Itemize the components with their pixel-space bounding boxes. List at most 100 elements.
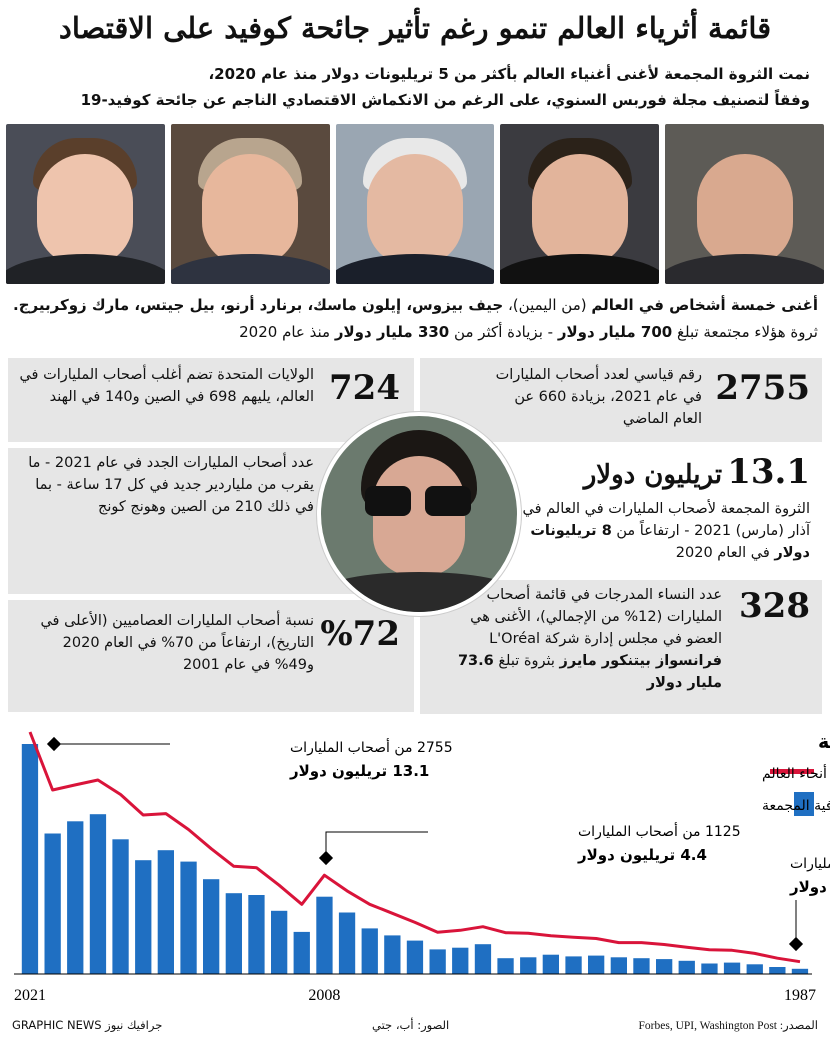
bar-2014 xyxy=(180,861,197,974)
annotation-1987-line1: 140 من أصحاب المليارات xyxy=(790,854,830,872)
bar-2002 xyxy=(452,947,469,974)
subtitle-line-2: وفقاً لتصنيف مجلة فوربس السنوي، على الرغ… xyxy=(80,91,810,109)
chart-ticks: 2021 2008 1987 xyxy=(14,987,816,1004)
billionaire-count-line xyxy=(28,731,801,964)
x-tick-1987: 1987 xyxy=(784,987,816,1004)
wealth-text-1: ثروة هؤلاء مجتمعة تبلغ xyxy=(677,323,818,341)
bar-2008 xyxy=(316,896,333,974)
combined-wealth: ثروة هؤلاء مجتمعة تبلغ 700 مليار دولار -… xyxy=(12,320,818,344)
bar-2011 xyxy=(248,895,265,974)
wealth-value-1: 700 مليار دولار xyxy=(557,323,673,341)
bar-2016 xyxy=(135,860,152,974)
panel-2755: 2755 رقم قياسي لعدد أصحاب المليارات في ع… xyxy=(420,358,822,442)
annotation-2008-line2: 4.4 تريليون دولار xyxy=(577,846,707,864)
bar-1995 xyxy=(610,957,627,974)
legend-line-swatch xyxy=(770,769,814,774)
panel-13-1-unit: تريليون دولار xyxy=(583,460,723,490)
bar-2007 xyxy=(338,912,356,974)
bar-2006 xyxy=(361,928,378,974)
chart-bars xyxy=(21,744,809,974)
panel-328: 328 عدد النساء المدرجات في قائمة أصحاب ا… xyxy=(420,580,822,714)
bar-1997 xyxy=(565,956,582,974)
portrait-zuckerberg xyxy=(6,124,165,284)
legend-line-label: عدد أصحاب المليارات في جميع أنحاء العالم xyxy=(762,764,830,782)
panel-724-text: الولايات المتحدة تضم أغلب أصحاب المليارا… xyxy=(19,367,314,405)
bar-1998 xyxy=(542,954,559,974)
bar-2017 xyxy=(112,839,129,974)
page-title: قائمة أثرياء العالم تنمو رغم تأثير جائحة… xyxy=(58,11,772,45)
bar-2004 xyxy=(406,940,424,974)
bar-2013 xyxy=(203,879,220,974)
annotation-1987: 140 من أصحاب المليارات 295 مليار دولار xyxy=(788,854,830,952)
source-label: المصدر: xyxy=(779,1020,818,1032)
bar-1987 xyxy=(791,968,809,974)
bar-2019 xyxy=(67,821,84,974)
panel-13-1-end: في العام 2020 xyxy=(675,545,770,561)
wealth-text-2: - بزيادة أكثر من xyxy=(454,323,554,341)
wealth-value-2: 330 مليار دولار xyxy=(334,323,450,341)
names-note: (من اليمين)، xyxy=(507,296,587,314)
bar-1993 xyxy=(656,959,673,974)
bar-2001 xyxy=(474,944,492,974)
panel-328-mid: بثروة تبلغ xyxy=(498,653,555,669)
brand-ar: جرافيك نيوز xyxy=(105,1018,163,1032)
bar-2005 xyxy=(384,935,401,974)
subtitle-line-1: نمت الثروة المجمعة لأغنى أغنياء العالم ب… xyxy=(208,65,810,83)
chart-line-group xyxy=(28,731,801,964)
bar-2012 xyxy=(225,893,242,974)
panel-13-1-text: الثروة المجمعة لأصحاب المليارات في العال… xyxy=(522,501,811,539)
portrait-bezos xyxy=(665,124,824,284)
bar-1992 xyxy=(678,960,695,974)
panel-328-bold-2: 73.6 مليار دولار xyxy=(457,653,722,691)
annotation-1987-line2: 295 مليار دولار xyxy=(789,878,830,896)
panel-72-number: %72 xyxy=(320,614,400,654)
panel-13-1-bold: 8 تريليونات دولار xyxy=(530,523,810,561)
brand: GRAPHIC NEWS xyxy=(12,1018,102,1032)
panel-2755-text: رقم قياسي لعدد أصحاب المليارات في عام 20… xyxy=(495,367,702,427)
panel-493-text: عدد أصحاب المليارات الجدد في عام 2021 - … xyxy=(28,455,314,515)
bar-2010 xyxy=(271,910,288,974)
bar-1988 xyxy=(769,967,786,974)
bar-1990 xyxy=(723,962,741,974)
portrait-bettencourt xyxy=(317,412,521,616)
richest-names: أغنى خمسة أشخاص في العالم (من اليمين)، ج… xyxy=(12,293,818,317)
bar-1989 xyxy=(746,964,763,974)
photo-credit: الصور: أب، جتي xyxy=(372,1018,450,1032)
names-list: جيف بيزوس، إيلون ماسك، برنارد أرنو، بيل … xyxy=(13,296,504,314)
source: المصدر: Forbes, UPI, Washington Post xyxy=(639,1018,818,1032)
bar-1999 xyxy=(520,957,537,974)
panel-72: %72 نسبة أصحاب المليارات العصاميين (الأع… xyxy=(8,600,414,712)
panel-72-text: نسبة أصحاب المليارات العصاميين (الأعلى ف… xyxy=(40,613,314,673)
legend-bar-swatch xyxy=(794,792,814,816)
portrait-musk xyxy=(500,124,660,284)
bar-2000 xyxy=(497,958,514,974)
x-tick-2008: 2008 xyxy=(308,987,340,1004)
panel-328-bold: فرانسواز بيتنكور مايرز xyxy=(559,653,723,669)
portrait-gates xyxy=(170,124,330,284)
chart-annotations: 2755 من أصحاب المليارات 13.1 تريليون دولا… xyxy=(46,736,830,952)
portrait-arnault xyxy=(335,124,495,284)
wealth-chart: 2021 2008 1987 2755 من أصحاب المليارات 13.1… xyxy=(14,731,830,1004)
annotation-2021: 2755 من أصحاب المليارات 13.1 تريليون دولا… xyxy=(46,736,453,780)
chart-title: ثروات متنامية xyxy=(818,731,830,753)
panel-724-number: 724 xyxy=(329,368,400,408)
bar-1996 xyxy=(588,955,605,974)
source-text: Forbes, UPI, Washington Post xyxy=(638,1020,778,1032)
wealth-text-3: منذ عام 2020 xyxy=(239,323,331,341)
annotation-2008-line1: 1125 من أصحاب المليارات xyxy=(578,822,741,840)
panel-328-text: عدد النساء المدرجات في قائمة أصحاب الملي… xyxy=(470,587,722,647)
bar-1994 xyxy=(633,958,650,974)
bar-2020 xyxy=(44,833,61,974)
legend-bar-label: القيمة الصافية المجمعة xyxy=(762,798,830,814)
portrait-strip xyxy=(6,124,824,284)
bar-1991 xyxy=(701,963,718,974)
panel-328-number: 328 xyxy=(739,586,810,626)
source-row: المصدر: Forbes, UPI, Washington Post الص… xyxy=(12,1014,818,1036)
bar-2003 xyxy=(429,949,446,974)
bar-2009 xyxy=(293,931,310,974)
annotation-2008: 1125 من أصحاب المليارات 4.4 تريليون دولار xyxy=(318,822,741,866)
bar-2015 xyxy=(157,850,174,974)
names-lead: أغنى خمسة أشخاص في العالم xyxy=(591,296,818,314)
x-tick-2021: 2021 xyxy=(14,987,46,1004)
panel-724: 724 الولايات المتحدة تضم أغلب أصحاب المل… xyxy=(8,358,414,442)
